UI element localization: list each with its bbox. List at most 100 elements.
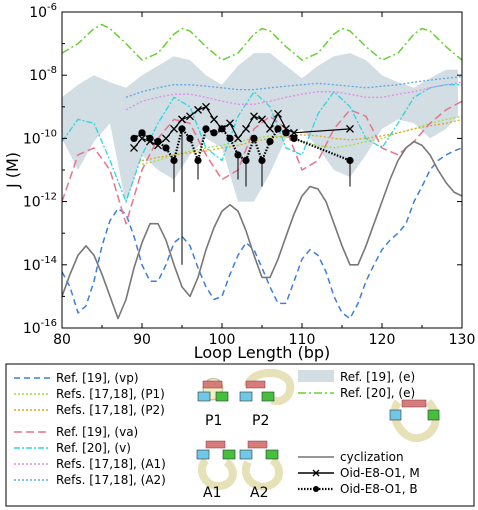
data-point-m (170, 124, 178, 133)
legend-label: Ref. [20], (v) (56, 441, 131, 455)
y-axis: 10-16 10-14 10-12 10-10 10-8 10-6 (23, 2, 462, 337)
loop-diagram-a1 (196, 440, 237, 491)
data-point-b (346, 156, 354, 165)
operator-left (389, 409, 402, 421)
data-point-b (178, 125, 186, 133)
legend-item-oid-e8-o1-b: Oid-E8-O1, B (298, 482, 418, 496)
series-line-refs-17-18-a2 (125, 75, 462, 98)
x-tick-label: 100 (209, 332, 236, 348)
legend-marker-circle (313, 486, 319, 492)
data-point-m (138, 134, 146, 143)
series-line-ref-20-e (62, 23, 462, 61)
legend-item-ref-19-va: Ref. [19], (va) (14, 425, 138, 439)
data-point-m (194, 105, 202, 114)
legend-box (5, 363, 475, 507)
lac-repressor (245, 380, 266, 389)
x-tick-label: 130 (449, 332, 476, 348)
data-point-b (146, 134, 154, 142)
lac-repressor (205, 440, 226, 449)
data-point-m (234, 134, 242, 143)
lac-repressor (202, 380, 223, 389)
lac-repressor (247, 440, 268, 449)
data-point-m (290, 128, 298, 137)
operator-left (196, 449, 210, 460)
legend-label: Refs. [17,18], (P2) (56, 403, 165, 417)
data-point-m (250, 112, 258, 121)
data-point-m (202, 102, 210, 111)
series-line-ref-19-va (62, 100, 462, 225)
legend-item-oid-e8-o1-m: Oid-E8-O1, M (298, 466, 420, 480)
data-point-b (250, 134, 258, 142)
x-tick-label: 110 (289, 332, 316, 348)
series-line-ref-20-v (62, 84, 462, 203)
data-point-m (266, 124, 274, 133)
data-point-b (226, 134, 234, 142)
series-line-refs-17-18-p2 (141, 118, 462, 162)
legend-label: Refs. [17,18], (P1) (56, 387, 165, 401)
legend-label: Refs. [17,18], (A1) (56, 457, 166, 471)
data-point-b (290, 134, 298, 142)
y-tick-label: 10-12 (23, 192, 57, 211)
operator-left (239, 449, 253, 460)
data-point-m (162, 134, 170, 143)
dna-loop-shape (198, 457, 237, 491)
data-point-b (130, 134, 138, 142)
series-line-refs-17-18-a1 (125, 81, 462, 111)
data-point-b (202, 125, 210, 133)
legend-label: Oid-E8-O1, M (340, 466, 420, 480)
data-point-b (258, 156, 266, 165)
operator-right (215, 391, 229, 402)
data-point-b (274, 125, 282, 133)
series-line-refs-17-18-p1 (141, 115, 462, 166)
lac-repressor (401, 399, 427, 408)
dna-loop-shape (244, 368, 295, 405)
loop-diagrams: P1 P2 A1 A2 (196, 368, 440, 501)
legend-label: Oid-E8-O1, B (340, 482, 418, 496)
data-point-m (178, 115, 186, 124)
diagram-label-p1: P1 (205, 413, 222, 429)
series-layer (62, 23, 462, 320)
y-axis-title: J (M) (3, 152, 22, 189)
data-point-m (274, 109, 282, 118)
operator-left (197, 391, 211, 402)
y-tick-label: 10-6 (29, 2, 57, 21)
legend-label: Ref. [19], (e) (340, 370, 415, 384)
legend-label: cyclization (340, 450, 404, 464)
data-point-b (170, 156, 178, 165)
y-tick-label: 10-8 (29, 65, 57, 84)
x-tick-label: 80 (53, 332, 71, 348)
data-point-m (210, 115, 218, 124)
legend-item-refs-17-18-p1: Refs. [17,18], (P1) (14, 387, 165, 401)
series-line-oid-e8-o1-b (133, 127, 351, 162)
legend-label: Refs. [17,18], (A2) (56, 473, 166, 487)
y-tick-label: 10-16 (23, 318, 57, 337)
data-point-b (186, 134, 194, 142)
legend-label: Ref. [19], (vp) (56, 371, 139, 385)
legend-item-ref-20-e: Ref. [20], (e) (298, 386, 415, 400)
x-tick-label: 120 (369, 332, 396, 348)
legend-item-ref-20-v: Ref. [20], (v) (14, 441, 131, 455)
data-point-b (218, 125, 226, 133)
loop-diagram-e (389, 398, 440, 442)
x-axis-title: Loop Length (bp) (194, 343, 331, 362)
data-point-b (162, 144, 170, 152)
legend-marker-x (312, 469, 320, 477)
x-axis: 80 90 100 110 120 130 (53, 12, 475, 348)
data-point-m (226, 119, 234, 128)
series-line-oid-e8-o1-m (133, 106, 351, 149)
diagram-label-p2: P2 (252, 413, 269, 429)
legend-item-refs-17-18-a1: Refs. [17,18], (A1) (14, 457, 166, 471)
data-point-m (258, 115, 266, 124)
marker-layer (130, 102, 354, 265)
band-ref19-e (62, 53, 458, 205)
operator-right (427, 409, 440, 421)
operator-left (239, 391, 253, 402)
legend-label: Ref. [20], (e) (340, 386, 415, 400)
data-point-b (242, 156, 250, 165)
data-point-b (138, 129, 146, 137)
data-point-m (130, 143, 138, 152)
series-line-cyclization (62, 140, 462, 320)
loop-diagram-a2 (239, 440, 283, 491)
diagram-label-a1: A1 (203, 485, 221, 501)
